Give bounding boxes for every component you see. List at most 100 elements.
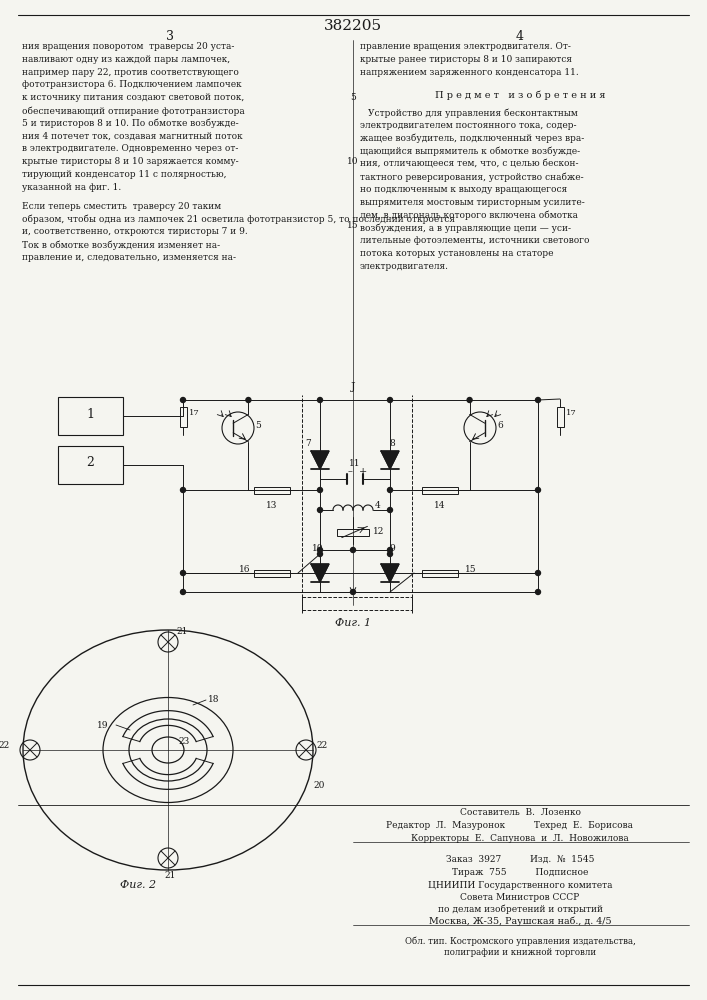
Text: ния 4 потечет ток, создавая магнитный поток: ния 4 потечет ток, создавая магнитный по… bbox=[22, 132, 243, 141]
Text: 17: 17 bbox=[566, 409, 577, 417]
Text: жащее возбудитель, подключенный через вра-: жащее возбудитель, подключенный через вр… bbox=[360, 134, 584, 143]
Text: полиграфии и книжной торговли: полиграфии и книжной торговли bbox=[444, 948, 596, 957]
Text: 21: 21 bbox=[176, 628, 187, 637]
Text: 16: 16 bbox=[238, 566, 250, 574]
Circle shape bbox=[351, 589, 356, 594]
Text: 6: 6 bbox=[497, 422, 503, 430]
Circle shape bbox=[317, 552, 322, 556]
Text: и, соответственно, откроются тиристоры 7 и 9.: и, соответственно, откроются тиристоры 7… bbox=[22, 227, 247, 236]
Text: 20: 20 bbox=[313, 780, 325, 790]
Text: Корректоры  Е.  Сапунова  и  Л.  Новожилова: Корректоры Е. Сапунова и Л. Новожилова bbox=[411, 834, 629, 843]
Polygon shape bbox=[381, 451, 399, 469]
Text: Ток в обмотке возбуждения изменяет на-: Ток в обмотке возбуждения изменяет на- bbox=[22, 240, 220, 249]
Text: 18: 18 bbox=[208, 696, 219, 704]
Text: Обл. тип. Костромского управления издательства,: Обл. тип. Костромского управления издате… bbox=[404, 937, 636, 946]
Circle shape bbox=[180, 397, 185, 402]
Text: тирующий конденсатор 11 с полярностью,: тирующий конденсатор 11 с полярностью, bbox=[22, 170, 226, 179]
Text: 10: 10 bbox=[347, 157, 358, 166]
Circle shape bbox=[535, 397, 540, 402]
Text: лем, в диагональ которого включена обмотка: лем, в диагональ которого включена обмот… bbox=[360, 211, 578, 220]
Text: Заказ  3927          Изд.  №  1545: Заказ 3927 Изд. № 1545 bbox=[445, 855, 595, 864]
Circle shape bbox=[317, 548, 322, 552]
Text: 3: 3 bbox=[166, 30, 174, 43]
Bar bbox=[58, 397, 123, 435]
Text: обеспечивающий отпирание фототранзистора: обеспечивающий отпирание фототранзистора bbox=[22, 106, 245, 115]
Text: 17: 17 bbox=[189, 409, 200, 417]
Text: ния вращения поворотом  траверсы 20 уста-: ния вращения поворотом траверсы 20 уста- bbox=[22, 42, 235, 51]
Text: 2: 2 bbox=[86, 456, 95, 470]
Text: 13: 13 bbox=[267, 501, 278, 510]
Text: 9: 9 bbox=[389, 544, 395, 553]
Text: например пару 22, против соответствующего: например пару 22, против соответствующег… bbox=[22, 68, 239, 77]
Text: 5: 5 bbox=[350, 93, 356, 102]
Text: 10: 10 bbox=[312, 544, 324, 553]
Text: 382205: 382205 bbox=[324, 19, 382, 33]
Text: 4: 4 bbox=[516, 30, 524, 43]
Text: тактного реверсирования, устройство снабже-: тактного реверсирования, устройство снаб… bbox=[360, 172, 583, 182]
Text: указанной на фиг. 1.: указанной на фиг. 1. bbox=[22, 183, 121, 192]
Text: электродвигателя.: электродвигателя. bbox=[360, 262, 449, 271]
Circle shape bbox=[467, 397, 472, 402]
Bar bbox=[180, 407, 187, 427]
Text: потока которых установлены на статоре: потока которых установлены на статоре bbox=[360, 249, 554, 258]
Text: но подключенным к выходу вращающегося: но подключенным к выходу вращающегося bbox=[360, 185, 567, 194]
Text: Устройство для управления бесконтактным: Устройство для управления бесконтактным bbox=[368, 108, 578, 118]
Text: Фиг. 1: Фиг. 1 bbox=[335, 618, 371, 628]
Circle shape bbox=[535, 488, 540, 492]
Text: 22: 22 bbox=[0, 740, 10, 750]
Circle shape bbox=[180, 589, 185, 594]
Polygon shape bbox=[381, 564, 399, 582]
Bar bbox=[254, 487, 290, 493]
Text: 7: 7 bbox=[305, 439, 311, 448]
Text: Совета Министров СССР: Совета Министров СССР bbox=[460, 893, 580, 902]
Text: 8: 8 bbox=[389, 439, 395, 448]
Bar bbox=[254, 570, 290, 576]
Text: Редактор  Л.  Мазуронок          Техред  Е.  Борисова: Редактор Л. Мазуронок Техред Е. Борисова bbox=[387, 821, 633, 830]
Text: 5 и тиристоров 8 и 10. По обмотке возбужде-: 5 и тиристоров 8 и 10. По обмотке возбуж… bbox=[22, 119, 239, 128]
Circle shape bbox=[180, 488, 185, 492]
Text: 21: 21 bbox=[165, 871, 176, 880]
Circle shape bbox=[317, 488, 322, 492]
Text: Если теперь сместить  траверсу 20 таким: Если теперь сместить траверсу 20 таким bbox=[22, 202, 221, 211]
Text: 15: 15 bbox=[347, 221, 359, 230]
Bar bbox=[422, 487, 458, 493]
Text: ния, отличающееся тем, что, с целью бескон-: ния, отличающееся тем, что, с целью беск… bbox=[360, 159, 578, 168]
Text: –: – bbox=[348, 468, 352, 477]
Text: 22: 22 bbox=[316, 740, 327, 750]
Text: правление вращения электродвигателя. От-: правление вращения электродвигателя. От- bbox=[360, 42, 571, 51]
Text: щающийся выпрямитель к обмотке возбужде-: щающийся выпрямитель к обмотке возбужде- bbox=[360, 147, 580, 156]
Text: электродвигателем постоянного тока, содер-: электродвигателем постоянного тока, соде… bbox=[360, 121, 576, 130]
Text: Москва, Ж-35, Раушская наб., д. 4/5: Москва, Ж-35, Раушская наб., д. 4/5 bbox=[428, 917, 612, 926]
Text: 4: 4 bbox=[375, 502, 381, 510]
Circle shape bbox=[317, 397, 322, 402]
Text: в электродвигателе. Одновременно через от-: в электродвигателе. Одновременно через о… bbox=[22, 144, 238, 153]
Bar bbox=[337, 528, 369, 536]
Text: фототранзистора 6. Подключением лампочек: фототранзистора 6. Подключением лампочек bbox=[22, 80, 242, 89]
Circle shape bbox=[351, 548, 356, 552]
Text: крытые ранее тиристоры 8 и 10 запираются: крытые ранее тиристоры 8 и 10 запираются bbox=[360, 55, 572, 64]
Bar bbox=[556, 407, 563, 427]
Text: П р е д м е т   и з о б р е т е н и я: П р е д м е т и з о б р е т е н и я bbox=[435, 90, 605, 100]
Text: 1: 1 bbox=[86, 408, 95, 420]
Text: Составитель  В.  Лозенко: Составитель В. Лозенко bbox=[460, 808, 580, 817]
Circle shape bbox=[387, 488, 392, 492]
Circle shape bbox=[180, 570, 185, 576]
Text: выпрямителя мостовым тиристорным усилите-: выпрямителя мостовым тиристорным усилите… bbox=[360, 198, 585, 207]
Text: +: + bbox=[359, 468, 367, 477]
Text: образом, чтобы одна из лампочек 21 осветила фототранзистор 5, то последний откро: образом, чтобы одна из лампочек 21 освет… bbox=[22, 214, 455, 224]
Circle shape bbox=[246, 397, 251, 402]
Text: лительные фотоэлементы, источники светового: лительные фотоэлементы, источники светов… bbox=[360, 236, 590, 245]
Text: 19: 19 bbox=[96, 720, 108, 730]
Text: 11: 11 bbox=[349, 459, 361, 468]
Text: крытые тиристоры 8 и 10 заряжается комму-: крытые тиристоры 8 и 10 заряжается комму… bbox=[22, 157, 239, 166]
Text: 14: 14 bbox=[434, 501, 445, 510]
Text: 5: 5 bbox=[255, 422, 261, 430]
Text: 12: 12 bbox=[373, 528, 385, 536]
Text: 23: 23 bbox=[178, 738, 189, 746]
Circle shape bbox=[535, 589, 540, 594]
Bar bbox=[422, 570, 458, 576]
Text: ЦНИИПИ Государственного комитета: ЦНИИПИ Государственного комитета bbox=[428, 881, 612, 890]
Circle shape bbox=[317, 508, 322, 512]
Circle shape bbox=[387, 397, 392, 402]
Polygon shape bbox=[311, 564, 329, 582]
